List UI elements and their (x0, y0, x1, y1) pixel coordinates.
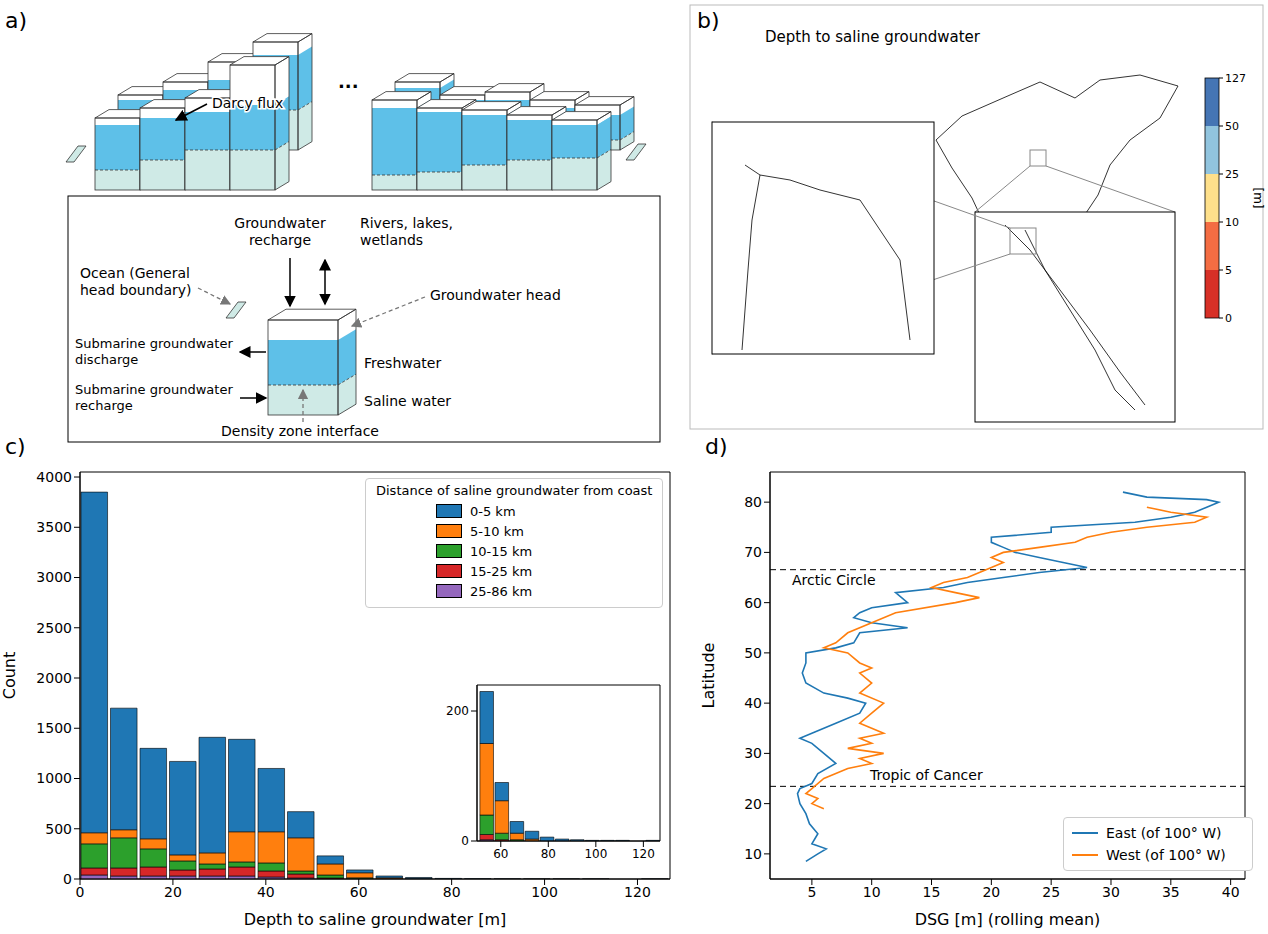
svg-text:80: 80 (443, 884, 461, 900)
svg-text:Groundwater head: Groundwater head (430, 287, 561, 303)
html-text:Arctic Circle: Arctic Circle (792, 571, 876, 588)
svg-text:2500: 2500 (36, 620, 72, 636)
svg-text:35: 35 (1162, 884, 1180, 900)
svg-text:Depth to saline groundwater: Depth to saline groundwater (765, 28, 981, 46)
svg-text:500: 500 (45, 821, 72, 837)
svg-text:Latitude: Latitude (700, 643, 718, 709)
svg-text:Depth to saline groundwater [m: Depth to saline groundwater [m] (244, 910, 506, 929)
svg-text:1500: 1500 (36, 720, 72, 736)
html-text:10-15 km: 10-15 km (470, 543, 533, 559)
html-text:Distance of saline groundwater: Distance of saline groundwater from coas… (376, 483, 653, 498)
svg-text:127: 127 (1225, 72, 1246, 85)
svg-text:80: 80 (744, 494, 762, 510)
svg-text:40: 40 (257, 884, 275, 900)
svg-text:100: 100 (584, 847, 607, 861)
svg-text:4000: 4000 (36, 469, 72, 485)
svg-text:10: 10 (744, 846, 762, 862)
svg-text:Saline water: Saline water (364, 393, 451, 409)
html-text:West (of 100° W): West (of 100° W) (1106, 847, 1226, 863)
svg-text:70: 70 (744, 544, 762, 560)
svg-text:20: 20 (982, 884, 1000, 900)
svg-text:5: 5 (1225, 264, 1232, 277)
svg-text:Freshwater: Freshwater (364, 355, 441, 371)
svg-text:30: 30 (744, 745, 762, 761)
svg-text:[m]: [m] (1251, 187, 1265, 208)
svg-text:Submarine groundwaterrecharge: Submarine groundwaterrecharge (75, 382, 233, 413)
svg-text:30: 30 (1102, 884, 1120, 900)
svg-text:3000: 3000 (36, 569, 72, 585)
html-text:East (of 100° W): East (of 100° W) (1106, 825, 1222, 841)
svg-text:0: 0 (461, 834, 469, 848)
svg-text:Groundwaterrecharge: Groundwaterrecharge (234, 215, 326, 248)
svg-text:100: 100 (531, 884, 558, 900)
html-text:Tropic of Cancer: Tropic of Cancer (870, 767, 983, 784)
svg-text:40: 40 (744, 695, 762, 711)
svg-text:10: 10 (863, 884, 881, 900)
svg-text:Submarine groundwaterdischarge: Submarine groundwaterdischarge (75, 336, 233, 367)
svg-text:200: 200 (446, 704, 469, 718)
svg-text:80: 80 (541, 847, 556, 861)
svg-text:60: 60 (493, 847, 508, 861)
svg-text:Ocean (Generalhead boundary): Ocean (Generalhead boundary) (80, 265, 192, 298)
svg-text:15: 15 (923, 884, 941, 900)
svg-text:60: 60 (350, 884, 368, 900)
svg-text:b): b) (697, 8, 720, 33)
svg-text:3500: 3500 (36, 519, 72, 535)
html-text:5-10 km: 5-10 km (470, 523, 524, 539)
svg-text:10: 10 (1225, 216, 1239, 229)
svg-text:60: 60 (744, 595, 762, 611)
svg-text:120: 120 (624, 884, 651, 900)
html-text:0-5 km: 0-5 km (470, 503, 516, 519)
svg-text:...: ... (338, 71, 359, 92)
html-text:d): d) (705, 434, 728, 459)
html-text:25-86 km: 25-86 km (470, 583, 533, 599)
html-text:15-25 km: 15-25 km (470, 563, 533, 579)
svg-text:20: 20 (744, 796, 762, 812)
svg-text:0: 0 (76, 884, 85, 900)
svg-text:Darcy flux: Darcy flux (212, 95, 283, 111)
svg-text:Density zone interface: Density zone interface (221, 423, 379, 439)
svg-text:120: 120 (632, 847, 655, 861)
svg-text:50: 50 (744, 645, 762, 661)
svg-text:20: 20 (164, 884, 182, 900)
svg-text:40: 40 (1222, 884, 1240, 900)
html-text:c): c) (5, 434, 26, 459)
svg-text:0: 0 (1225, 312, 1232, 325)
svg-text:5: 5 (807, 884, 816, 900)
svg-text:25: 25 (1225, 168, 1239, 181)
svg-text:a): a) (5, 8, 27, 33)
svg-text:1000: 1000 (36, 770, 72, 786)
svg-text:DSG [m] (rolling mean): DSG [m] (rolling mean) (915, 910, 1101, 929)
svg-text:2000: 2000 (36, 670, 72, 686)
svg-text:25: 25 (1042, 884, 1060, 900)
svg-text:50: 50 (1225, 120, 1239, 133)
svg-text:0: 0 (63, 871, 72, 887)
svg-text:Rivers, lakes,wetlands: Rivers, lakes,wetlands (360, 215, 453, 248)
svg-text:Count: Count (0, 652, 19, 700)
